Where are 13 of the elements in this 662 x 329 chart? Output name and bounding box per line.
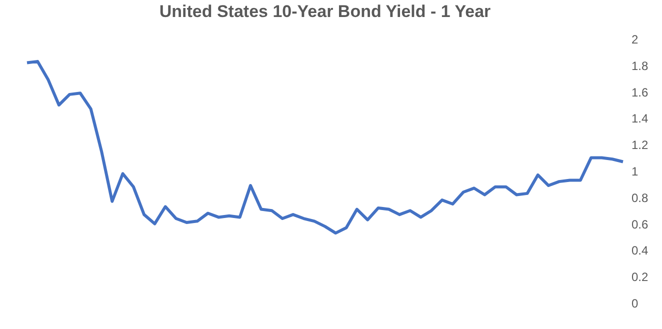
y-tick-label: 0.6 [632, 217, 649, 232]
y-tick-label: 1 [632, 164, 638, 178]
chart-title: United States 10-Year Bond Yield - 1 Year [159, 2, 492, 21]
y-tick-label: 0.2 [632, 270, 649, 284]
y-tick-label: 1.6 [632, 85, 649, 100]
y-tick-label: 1.2 [632, 138, 649, 152]
y-tick-label: 1.4 [632, 112, 649, 126]
y-tick-label: 0.8 [632, 190, 649, 205]
y-tick-label: 0.4 [632, 244, 649, 258]
line-series [26, 60, 624, 235]
y-tick-label: 0 [632, 296, 638, 310]
y-tick-label: 1.8 [632, 58, 649, 73]
y-tick-label: 2 [632, 32, 638, 46]
